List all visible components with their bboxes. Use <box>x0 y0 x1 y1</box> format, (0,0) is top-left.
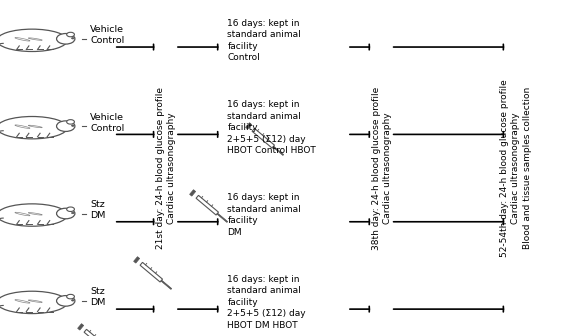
Text: 52-54th day: 24-h blood glucose profile
Cardiac ultrasonography
Blood and tissue: 52-54th day: 24-h blood glucose profile … <box>500 79 532 257</box>
Ellipse shape <box>0 204 68 226</box>
Circle shape <box>72 212 74 214</box>
FancyBboxPatch shape <box>84 329 107 336</box>
Ellipse shape <box>0 117 68 139</box>
Circle shape <box>57 121 75 131</box>
FancyBboxPatch shape <box>78 324 84 330</box>
Circle shape <box>66 120 75 124</box>
Text: 16 days: kept in
standard animal
facility
DM: 16 days: kept in standard animal facilit… <box>227 193 301 237</box>
Text: Vehicle
Control: Vehicle Control <box>90 113 125 133</box>
FancyBboxPatch shape <box>245 123 252 129</box>
Text: Vehicle
Control: Vehicle Control <box>90 25 125 45</box>
Circle shape <box>72 300 74 301</box>
FancyBboxPatch shape <box>134 257 140 263</box>
Text: Stz
DM: Stz DM <box>90 200 106 220</box>
Circle shape <box>57 208 75 219</box>
Text: 16 days: kept in
standard animal
facility
2+5+5 (Σ12) day
HBOT Control HBOT: 16 days: kept in standard animal facilit… <box>227 100 316 155</box>
FancyBboxPatch shape <box>196 195 219 215</box>
Circle shape <box>72 125 74 126</box>
Circle shape <box>66 32 75 37</box>
FancyBboxPatch shape <box>161 280 171 289</box>
Ellipse shape <box>0 29 68 51</box>
FancyBboxPatch shape <box>273 146 284 156</box>
Circle shape <box>66 207 75 211</box>
Text: 21st day: 24-h blood glucose profile
Cardiac ultrasonography: 21st day: 24-h blood glucose profile Car… <box>156 87 176 249</box>
Text: 16 days: kept in
standard animal
facility
Control: 16 days: kept in standard animal facilit… <box>227 18 301 62</box>
FancyBboxPatch shape <box>217 213 227 222</box>
Circle shape <box>57 34 75 44</box>
Text: Stz
DM: Stz DM <box>90 287 106 307</box>
FancyBboxPatch shape <box>252 128 275 148</box>
Circle shape <box>72 38 74 39</box>
Circle shape <box>57 296 75 306</box>
Text: 38th day: 24-h blood glucose profile
Cardiac ultrasonography: 38th day: 24-h blood glucose profile Car… <box>372 86 392 250</box>
FancyBboxPatch shape <box>140 262 163 282</box>
FancyBboxPatch shape <box>189 190 196 196</box>
Ellipse shape <box>0 291 68 313</box>
Circle shape <box>66 294 75 299</box>
Text: 16 days: kept in
standard animal
facility
2+5+5 (Σ12) day
HBOT DM HBOT: 16 days: kept in standard animal facilit… <box>227 275 306 330</box>
